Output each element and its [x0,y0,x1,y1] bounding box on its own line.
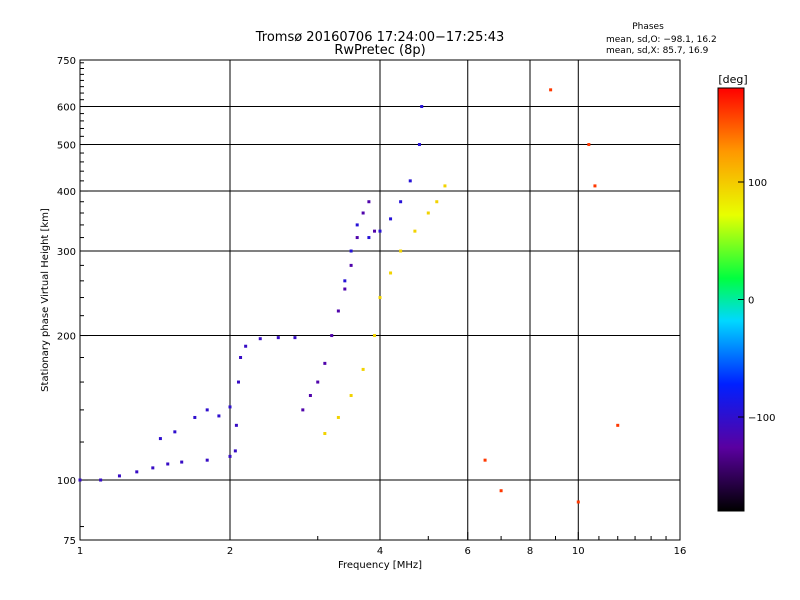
data-point [399,200,403,204]
colorbar-tick-label: 100 [748,178,767,189]
data-point [349,263,353,267]
data-point [117,474,121,478]
x-tick-label: 16 [674,546,687,557]
y-tick-label: 100 [57,476,76,487]
data-point [587,143,591,147]
y-tick-label: 200 [57,332,76,343]
grid-lines [80,60,680,540]
data-point [228,454,232,458]
data-point [217,414,221,418]
data-point [408,179,412,183]
x-tick-label: 1 [77,546,83,557]
colorbar-ticks: 100 0 −100 [738,178,775,424]
data-point [301,408,305,412]
data-point [378,296,382,300]
data-point [293,336,297,340]
chart-subtitle: RwPretec (8p) [334,43,425,58]
phase-heading: Phases [632,22,664,32]
data-point [236,380,240,384]
data-point [349,394,353,398]
data-point [205,458,209,462]
y-tick-label: 750 [57,56,76,67]
data-point [323,432,327,436]
x-tick-label: 6 [465,546,471,557]
y-tick-label: 600 [57,103,76,114]
data-point [330,334,334,338]
data-point [367,200,371,204]
axis-ticks: 1 2 4 6 8 10 16 75 100 200 300 400 500 600 750 [57,56,686,557]
x-tick-label: 10 [572,546,585,557]
data-point [361,211,365,215]
data-point [228,405,232,409]
data-point [233,449,237,453]
data-point [349,249,353,253]
data-point [417,143,421,147]
data-point [244,344,248,348]
data-point [420,105,424,109]
x-tick-label: 2 [227,546,233,557]
y-tick-label: 75 [63,536,76,547]
x-tick-label: 8 [527,546,533,557]
data-point [239,355,243,359]
data-point [258,337,262,341]
data-point [389,271,393,275]
data-points [78,88,620,504]
y-axis-label: Stationary phase Virtual Height [km] [40,208,51,392]
data-point [435,200,439,204]
data-point [135,470,139,474]
data-point [616,423,620,427]
data-point [308,394,312,398]
data-point [367,236,371,240]
x-tick-label: 4 [377,546,383,557]
data-point [323,361,327,365]
phase-x-stats: mean, sd,X: 85.7, 16.9 [606,46,709,56]
data-point [205,408,209,412]
data-point [355,223,359,227]
data-point [151,466,155,470]
data-point [499,489,503,493]
data-point [276,336,280,340]
y-tick-label: 500 [57,141,76,152]
data-point [389,217,393,221]
colorbar-label: [deg] [718,73,747,86]
y-tick-label: 300 [57,247,76,258]
y-tick-label: 400 [57,187,76,198]
data-point [193,415,197,419]
data-point [443,184,447,188]
data-point [78,478,82,482]
data-point [234,423,238,427]
data-point [378,229,382,233]
data-point [316,380,320,384]
data-point [343,279,347,283]
data-point [166,462,170,466]
data-point [576,500,580,504]
colorbar-tick-label: 0 [748,296,754,307]
x-axis-label: Frequency [MHz] [338,560,422,571]
data-point [336,415,340,419]
data-point [413,229,417,233]
phase-o-stats: mean, sd,O: −98.1, 16.2 [606,35,717,45]
data-point [361,367,365,371]
data-point [173,430,177,434]
data-point [180,460,184,464]
data-point [336,309,340,313]
data-point [355,236,359,240]
data-point [99,478,103,482]
chart-title: Tromsø 20160706 17:24:00−17:25:43 [255,30,505,45]
data-point [483,458,487,462]
data-point [158,437,162,441]
data-point [399,249,403,253]
data-point [373,229,377,233]
data-point [373,334,377,338]
data-point [343,287,347,291]
colorbar-tick-label: −100 [748,413,775,424]
data-point [549,88,553,92]
data-point [593,184,597,188]
data-point [426,211,430,215]
